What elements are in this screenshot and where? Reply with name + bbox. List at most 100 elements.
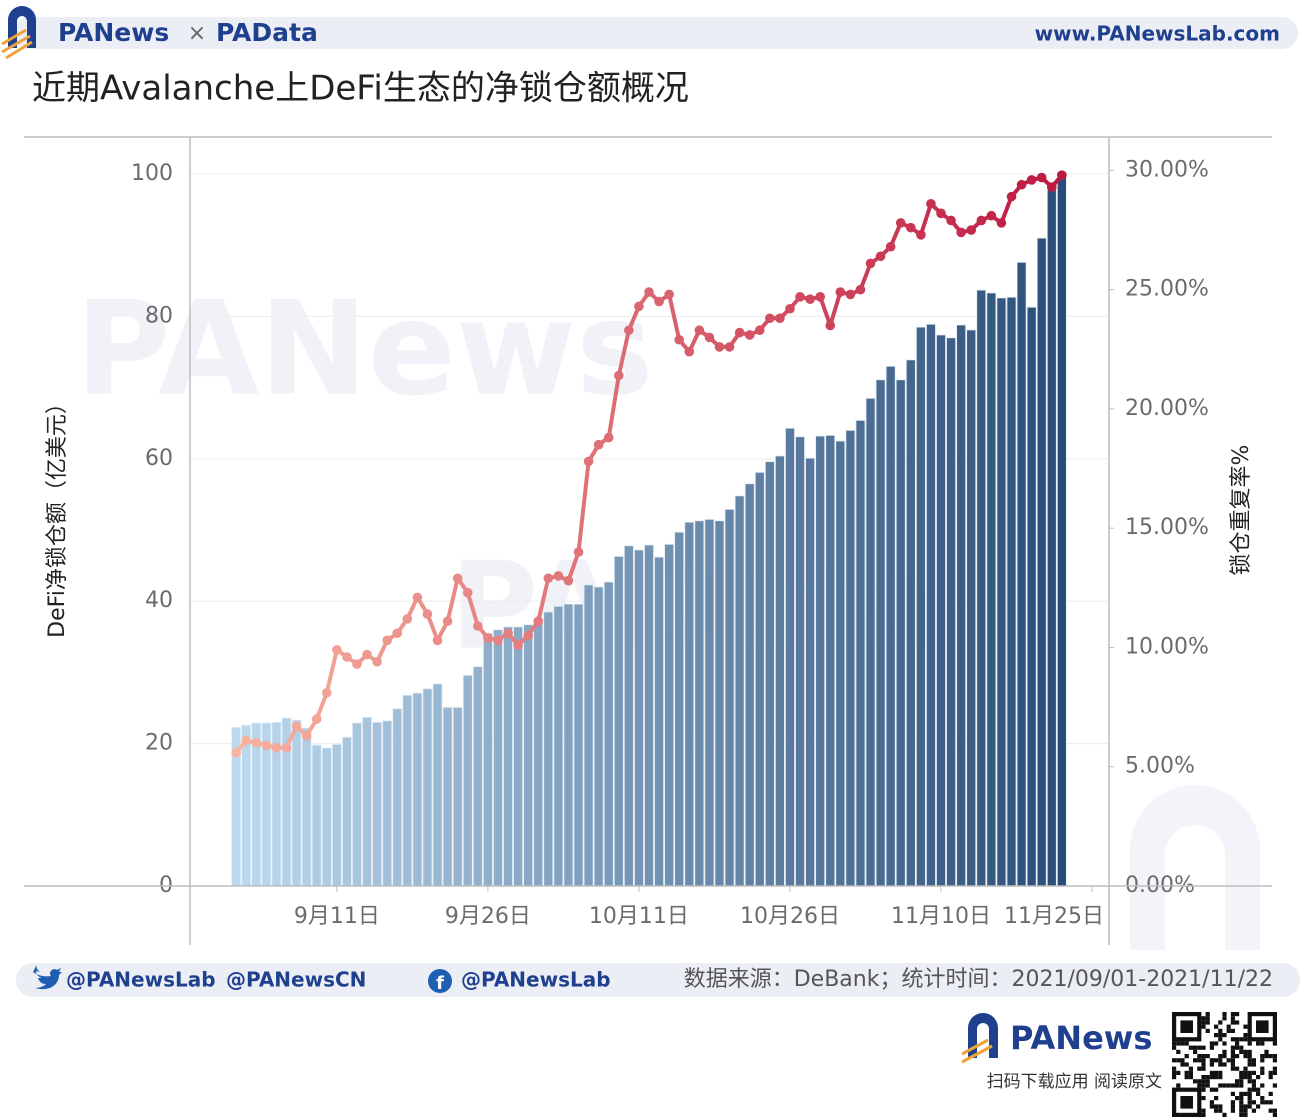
qr-cell bbox=[1184, 1041, 1189, 1046]
bar bbox=[855, 419, 866, 887]
line-point bbox=[573, 547, 584, 557]
qr-cell bbox=[1256, 1104, 1261, 1109]
qr-cell bbox=[1214, 1096, 1219, 1101]
bar bbox=[402, 694, 413, 887]
qr-cell bbox=[1176, 1041, 1181, 1046]
qr-cell bbox=[1239, 1070, 1244, 1075]
watermark: PANews bbox=[75, 273, 653, 425]
x-tick-label: 10月11日 bbox=[589, 904, 689, 929]
qr-cell bbox=[1260, 1054, 1265, 1059]
qr-cell bbox=[1256, 1041, 1261, 1046]
line-point bbox=[412, 592, 423, 603]
qr-cell bbox=[1243, 1108, 1248, 1113]
qr-finder bbox=[1180, 1020, 1193, 1033]
qr-cell bbox=[1247, 1091, 1252, 1096]
bar bbox=[785, 427, 795, 887]
qr-cell bbox=[1239, 1079, 1244, 1084]
qr-cell bbox=[1243, 1104, 1248, 1109]
qr-cell bbox=[1184, 1070, 1189, 1075]
qr-cell bbox=[1260, 1066, 1265, 1071]
qr-cell bbox=[1201, 1108, 1206, 1113]
line-point bbox=[1006, 191, 1017, 202]
qr-cell bbox=[1222, 1083, 1227, 1088]
qr-cell bbox=[1172, 1075, 1177, 1080]
qr-cell bbox=[1201, 1045, 1206, 1050]
bar bbox=[815, 435, 826, 887]
bar bbox=[926, 323, 936, 887]
bar bbox=[1026, 306, 1037, 887]
bar bbox=[1046, 189, 1057, 887]
bar bbox=[613, 555, 624, 887]
qr-cell bbox=[1239, 1045, 1244, 1050]
line-point bbox=[926, 198, 936, 209]
line-point bbox=[553, 571, 564, 581]
y2-tick-label: 10.00% bbox=[1125, 634, 1209, 659]
bar bbox=[966, 329, 977, 887]
qr-cell bbox=[1264, 1049, 1269, 1054]
line-point bbox=[613, 370, 624, 381]
qr-cell bbox=[1251, 1087, 1256, 1092]
bar bbox=[352, 722, 362, 887]
line-point bbox=[352, 659, 362, 669]
qr-cell bbox=[1247, 1054, 1252, 1059]
footer-twitter: @PANewsCN bbox=[226, 968, 366, 992]
qr-cell bbox=[1218, 1037, 1223, 1042]
line-point bbox=[493, 635, 503, 646]
qr-cell bbox=[1230, 1066, 1235, 1071]
qr-cell bbox=[1251, 1100, 1256, 1105]
bar bbox=[986, 292, 997, 887]
qr-cell bbox=[1205, 1016, 1210, 1021]
brand-times: × bbox=[188, 21, 206, 46]
qr-cell bbox=[1251, 1058, 1256, 1063]
line-point bbox=[442, 616, 453, 627]
bar bbox=[714, 520, 725, 887]
qr-cell bbox=[1218, 1054, 1223, 1059]
qr-cell bbox=[1184, 1062, 1189, 1067]
footer-brand: PANews bbox=[1010, 1019, 1152, 1057]
qr-finder bbox=[1247, 1011, 1277, 1042]
bar bbox=[452, 706, 463, 887]
qr-cell bbox=[1201, 1087, 1206, 1092]
line-point bbox=[936, 208, 946, 219]
line-point bbox=[563, 575, 574, 586]
qr-cell bbox=[1197, 1045, 1202, 1050]
qr-cell bbox=[1172, 1070, 1177, 1075]
bar bbox=[623, 545, 634, 887]
bar bbox=[845, 429, 856, 887]
x-tick-label: 11月10日 bbox=[891, 904, 991, 929]
line-point bbox=[231, 747, 241, 758]
line-point bbox=[754, 325, 765, 336]
bar bbox=[603, 581, 614, 887]
line-point bbox=[603, 432, 614, 443]
bar bbox=[734, 495, 745, 887]
qr-cell bbox=[1209, 1087, 1214, 1092]
bar bbox=[573, 603, 584, 887]
qr-cell bbox=[1243, 1066, 1248, 1071]
qr-cell bbox=[1184, 1075, 1189, 1080]
y-tick-label: 60 bbox=[145, 446, 173, 471]
qr-cell bbox=[1239, 1083, 1244, 1088]
qr-cell bbox=[1272, 1058, 1277, 1063]
x-tick-label: 9月11日 bbox=[294, 904, 380, 929]
qr-cell bbox=[1272, 1112, 1277, 1117]
line-point bbox=[392, 628, 403, 638]
bar bbox=[976, 289, 987, 887]
bar bbox=[241, 724, 252, 887]
line-point bbox=[714, 342, 725, 352]
bar bbox=[915, 326, 926, 887]
qr-cell bbox=[1268, 1075, 1273, 1080]
qr-cell bbox=[1193, 1045, 1198, 1050]
brand-left: PANews bbox=[58, 18, 169, 47]
bar bbox=[774, 455, 785, 887]
line-point bbox=[372, 656, 382, 667]
qr-cell bbox=[1230, 1045, 1235, 1050]
line-point bbox=[452, 573, 463, 584]
qr-cell bbox=[1188, 1045, 1193, 1050]
qr-finder bbox=[1180, 1096, 1193, 1109]
line-point bbox=[644, 287, 654, 297]
line-point bbox=[513, 640, 523, 650]
qr-cell bbox=[1201, 1054, 1206, 1059]
line-point bbox=[865, 258, 876, 269]
qr-cell bbox=[1209, 1062, 1214, 1067]
qr-cell bbox=[1230, 1100, 1235, 1105]
